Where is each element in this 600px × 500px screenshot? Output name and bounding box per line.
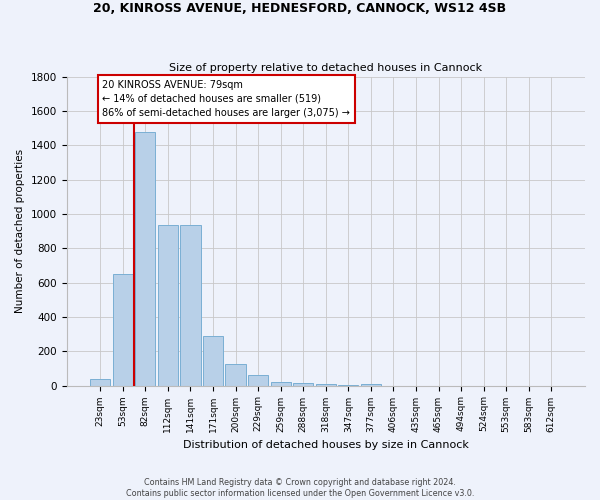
- X-axis label: Distribution of detached houses by size in Cannock: Distribution of detached houses by size …: [183, 440, 469, 450]
- Title: Size of property relative to detached houses in Cannock: Size of property relative to detached ho…: [169, 63, 482, 73]
- Bar: [90, 379, 110, 386]
- Bar: [181, 225, 200, 386]
- Bar: [338, 384, 358, 386]
- Bar: [271, 382, 291, 386]
- Bar: [293, 383, 313, 386]
- Bar: [113, 274, 133, 386]
- Text: 20 KINROSS AVENUE: 79sqm
← 14% of detached houses are smaller (519)
86% of semi-: 20 KINROSS AVENUE: 79sqm ← 14% of detach…: [103, 80, 350, 118]
- Bar: [158, 225, 178, 386]
- Bar: [316, 384, 336, 386]
- Bar: [361, 384, 381, 386]
- Bar: [203, 336, 223, 386]
- Text: Contains HM Land Registry data © Crown copyright and database right 2024.
Contai: Contains HM Land Registry data © Crown c…: [126, 478, 474, 498]
- Text: 20, KINROSS AVENUE, HEDNESFORD, CANNOCK, WS12 4SB: 20, KINROSS AVENUE, HEDNESFORD, CANNOCK,…: [94, 2, 506, 16]
- Bar: [248, 375, 268, 386]
- Y-axis label: Number of detached properties: Number of detached properties: [15, 149, 25, 313]
- Bar: [135, 132, 155, 386]
- Bar: [226, 364, 246, 386]
